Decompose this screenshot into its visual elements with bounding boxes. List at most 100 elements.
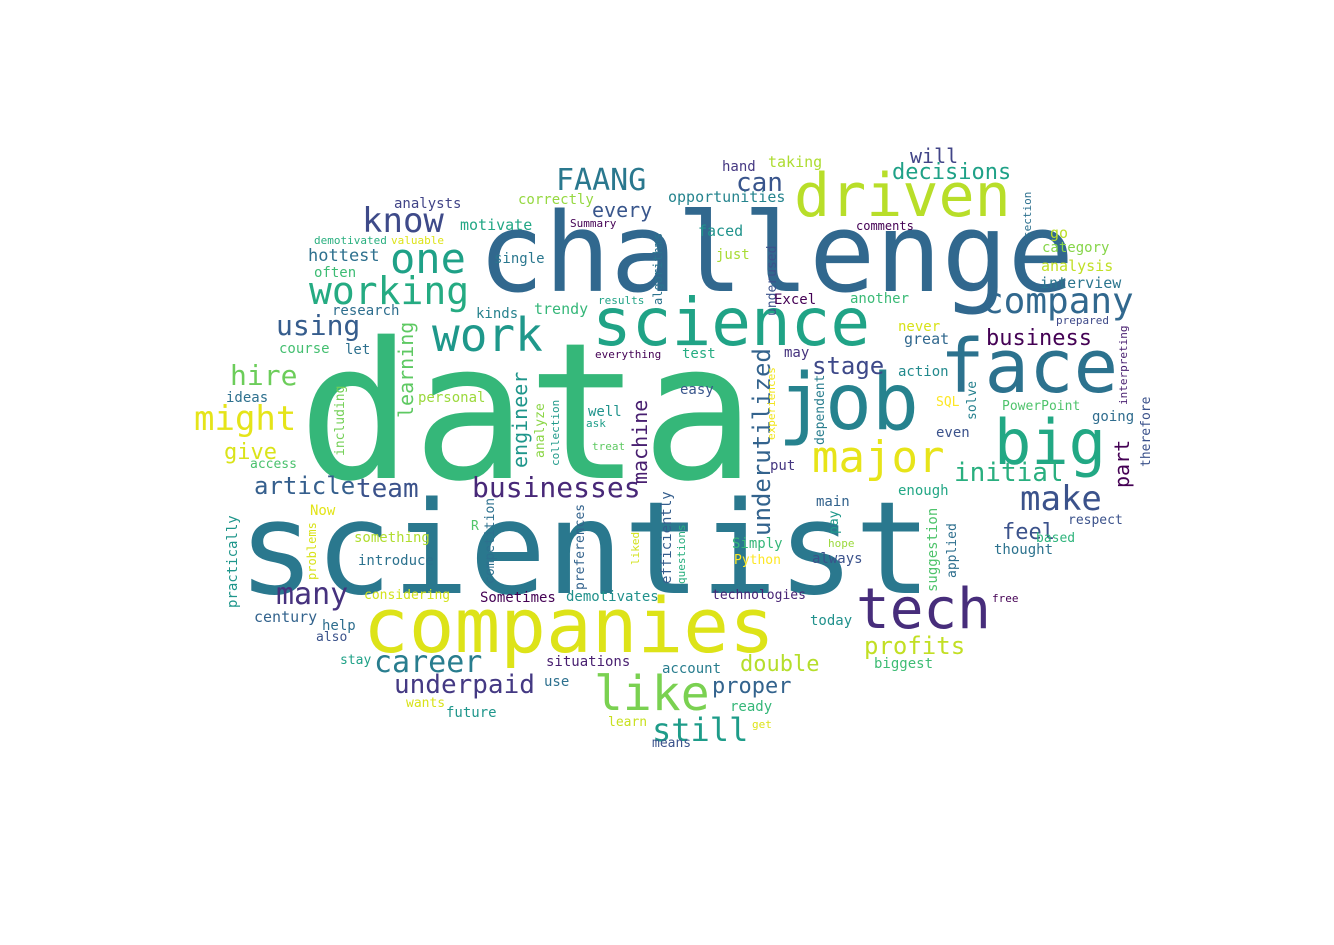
word-businesses: businesses <box>472 471 641 504</box>
word-liked: liked <box>629 531 642 565</box>
word-big: big <box>994 406 1106 479</box>
word-means: means <box>652 736 692 751</box>
word-ready: ready <box>730 699 773 715</box>
word-now: Now <box>310 503 336 519</box>
word-hope: hope <box>828 537 855 550</box>
word-prepared: prepared <box>1056 314 1109 327</box>
word-pay: pay <box>827 510 842 534</box>
word-proper: proper <box>712 674 792 699</box>
word-initial: initial <box>954 458 1064 488</box>
word-preferences: preferences <box>573 503 588 590</box>
word-today: today <box>810 613 853 629</box>
word-based: based <box>1036 531 1076 546</box>
word-face: face <box>940 324 1119 410</box>
word-machine: machine <box>628 399 652 484</box>
word-one: one <box>390 234 466 283</box>
word-easy: easy <box>680 382 714 398</box>
word-working: working <box>309 269 470 313</box>
word-introduce: introduce <box>358 553 434 569</box>
word-motivate: motivate <box>460 216 533 234</box>
word-many: many <box>276 577 349 612</box>
word-stage: stage <box>812 352 885 380</box>
word-results: results <box>598 294 645 307</box>
word-might: might <box>194 399 297 439</box>
word-research: research <box>332 303 400 319</box>
word-put: put <box>770 458 796 474</box>
word-never: never <box>898 319 941 335</box>
word-using: using <box>276 309 361 342</box>
word-something: something <box>354 530 430 546</box>
word-problems: problems <box>305 522 319 580</box>
word-summary: Summary <box>570 217 617 230</box>
word-know: know <box>362 201 444 241</box>
word-hottest: hottest <box>308 246 380 266</box>
word-like: like <box>594 666 710 722</box>
word-let: let <box>345 342 371 358</box>
word-interview: interview <box>1040 274 1122 292</box>
word-situations: situations <box>546 654 631 670</box>
word-may: may <box>784 345 810 361</box>
word-opportunities: opportunities <box>668 188 786 206</box>
word-double: double <box>740 652 820 677</box>
word-major: major <box>812 432 945 483</box>
word-treat: treat <box>592 440 626 453</box>
word-go: go <box>1050 224 1069 242</box>
word-suggestion: suggestion <box>925 507 941 592</box>
word-action: action <box>898 364 949 380</box>
word-python: Python <box>734 553 781 568</box>
word-learn: learn <box>608 715 648 730</box>
word-scientist: scientist <box>238 475 932 624</box>
word-valuable: valuable <box>391 234 444 247</box>
word-data: data <box>298 302 756 523</box>
word-access: access <box>250 457 297 472</box>
word-business: business <box>986 326 1092 351</box>
word-another: another <box>850 291 910 307</box>
word-driven: driven <box>794 161 1011 231</box>
word-biggest: biggest <box>874 656 934 672</box>
word-interpreting: interpreting <box>1117 325 1130 405</box>
word-give: give <box>224 440 277 465</box>
word-sometimes: Sometimes <box>480 590 556 606</box>
word-always: always <box>812 551 863 567</box>
word-personal: personal <box>418 390 486 406</box>
word-analyze: analyze <box>533 403 548 458</box>
word-decisions: decisions <box>892 160 1012 185</box>
word-get: get <box>752 718 772 731</box>
word-section: section <box>1021 191 1034 238</box>
word-feel: feel <box>1002 520 1055 545</box>
word-course: course <box>279 341 330 357</box>
word-every: every <box>592 198 653 222</box>
word-main: main <box>816 494 850 510</box>
word-algorithms: algorithms <box>651 232 665 305</box>
word-future: future <box>446 705 497 721</box>
word-powerpoint: PowerPoint <box>1002 399 1081 414</box>
word-can: can <box>736 168 783 198</box>
word-test: test <box>682 346 716 362</box>
word-even: even <box>936 425 970 441</box>
word-help: help <box>322 618 356 634</box>
word-respect: respect <box>1068 513 1123 528</box>
word-comments: comments <box>856 219 914 233</box>
word-companies: companies <box>363 581 775 670</box>
word-practically: practically <box>225 515 241 608</box>
word-correctly: correctly <box>518 192 594 208</box>
word-demotivated: demotivated <box>314 234 387 247</box>
word-faang: FAANG <box>556 163 647 198</box>
word-account: account <box>662 661 722 677</box>
word-analysis: analysis <box>1041 257 1114 275</box>
word-technologies: technologies <box>712 588 806 603</box>
word-profits: profits <box>864 632 966 660</box>
word-company: company <box>982 281 1134 322</box>
word-taking: taking <box>768 153 823 171</box>
word-category: category <box>1042 240 1110 256</box>
word-demotivates: demotivates <box>566 589 659 605</box>
word-team: team <box>356 474 419 504</box>
word-century: century <box>254 608 318 626</box>
word-hire: hire <box>230 359 298 392</box>
word-great: great <box>904 330 950 348</box>
word-questions: questions <box>675 524 688 584</box>
word-solve: solve <box>965 380 980 420</box>
word-simply: Simply <box>732 536 783 552</box>
word-ideas: ideas <box>226 390 269 406</box>
